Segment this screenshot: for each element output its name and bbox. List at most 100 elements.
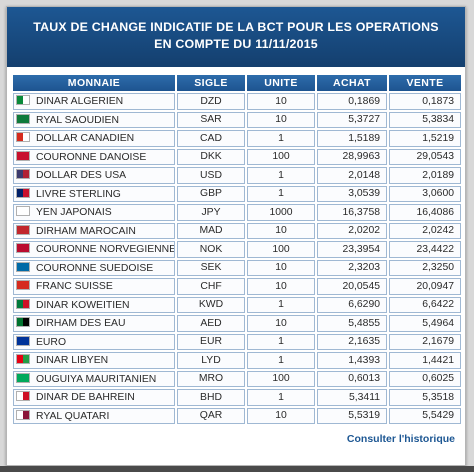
table-row: DINAR ALGERIEN DZD 10 0,1869 0,1873 <box>13 93 461 110</box>
switzerland-flag-icon <box>16 280 30 291</box>
table-header-row: MONNAIE SIGLE UNITE ACHAT VENTE <box>13 75 461 91</box>
history-link[interactable]: Consulter l'historique <box>346 433 455 445</box>
morocco-flag-icon <box>16 224 30 235</box>
buy-rate: 1,4393 <box>317 352 387 369</box>
buy-rate: 0,6013 <box>317 370 387 387</box>
table-row: EURO EUR 1 2,1635 2,1679 <box>13 333 461 350</box>
buy-rate: 28,9963 <box>317 148 387 165</box>
currency-name: DOLLAR CANADIEN <box>36 133 135 145</box>
currency-code: SEK <box>177 259 245 276</box>
currency-name: COURONNE DANOISE <box>36 151 147 163</box>
currency-name: DINAR KOWEITIEN <box>36 299 130 311</box>
currency-name: LIVRE STERLING <box>36 188 121 200</box>
buy-rate: 5,4855 <box>317 315 387 332</box>
buy-rate: 2,1635 <box>317 333 387 350</box>
currency-cell: YEN JAPONAIS <box>13 204 175 221</box>
currency-code: MRO <box>177 370 245 387</box>
currency-cell: LIVRE STERLING <box>13 185 175 202</box>
unit-value: 1 <box>247 130 315 147</box>
qatar-flag-icon <box>16 409 30 420</box>
uk-flag-icon <box>16 187 30 198</box>
currency-name: RYAL SAOUDIEN <box>36 114 119 126</box>
currency-name: COURONNE NORVEGIENNE <box>36 244 175 256</box>
sell-rate: 2,3250 <box>389 259 461 276</box>
currency-name: DIRHAM MAROCAIN <box>36 225 136 237</box>
background-strip <box>0 466 474 472</box>
sell-rate: 1,5219 <box>389 130 461 147</box>
buy-rate: 5,5319 <box>317 407 387 424</box>
usa-flag-icon <box>16 169 30 180</box>
table-body: DINAR ALGERIEN DZD 10 0,1869 0,1873 RYAL SAOU… <box>13 93 461 424</box>
currency-cell: EURO <box>13 333 175 350</box>
table-row: DIRHAM DES EAU AED 10 5,4855 5,4964 <box>13 315 461 332</box>
currency-name: DIRHAM DES EAU <box>36 318 126 330</box>
buy-rate: 0,1869 <box>317 93 387 110</box>
buy-rate: 2,3203 <box>317 259 387 276</box>
column-header-currency: MONNAIE <box>13 75 175 91</box>
buy-rate: 2,0202 <box>317 222 387 239</box>
currency-name: COURONNE SUEDOISE <box>36 262 154 274</box>
header-title-line1: TAUX DE CHANGE INDICATIF DE LA BCT POUR … <box>33 20 439 34</box>
buy-rate: 1,5189 <box>317 130 387 147</box>
sell-rate: 20,0947 <box>389 278 461 295</box>
table-row: DOLLAR DES USA USD 1 2,0148 2,0189 <box>13 167 461 184</box>
unit-value: 10 <box>247 93 315 110</box>
currency-code: MAD <box>177 222 245 239</box>
norway-flag-icon <box>16 243 30 254</box>
unit-value: 100 <box>247 148 315 165</box>
currency-code: USD <box>177 167 245 184</box>
currency-cell: COURONNE SUEDOISE <box>13 259 175 276</box>
table-row: COURONNE NORVEGIENNE NOK 100 23,3954 23,4422 <box>13 241 461 258</box>
sell-rate: 0,6025 <box>389 370 461 387</box>
header-title-line2: EN COMPTE DU 11/11/2015 <box>154 37 318 51</box>
sell-rate: 2,0189 <box>389 167 461 184</box>
table-row: FRANC SUISSE CHF 10 20,0545 20,0947 <box>13 278 461 295</box>
unit-value: 10 <box>247 259 315 276</box>
sell-rate: 2,0242 <box>389 222 461 239</box>
currency-name: FRANC SUISSE <box>36 281 113 293</box>
unit-value: 1 <box>247 333 315 350</box>
currency-name: YEN JAPONAIS <box>36 207 112 219</box>
currency-name: DINAR ALGERIEN <box>36 96 124 108</box>
sell-rate: 5,3518 <box>389 389 461 406</box>
sweden-flag-icon <box>16 261 30 272</box>
column-header-unit: UNITE <box>247 75 315 91</box>
unit-value: 1 <box>247 185 315 202</box>
table-row: OUGUIYA MAURITANIEN MRO 100 0,6013 0,6025 <box>13 370 461 387</box>
currency-code: JPY <box>177 204 245 221</box>
table-row: DINAR LIBYEN LYD 1 1,4393 1,4421 <box>13 352 461 369</box>
sell-rate: 6,6422 <box>389 296 461 313</box>
sell-rate: 3,0600 <box>389 185 461 202</box>
sell-rate: 2,1679 <box>389 333 461 350</box>
unit-value: 100 <box>247 370 315 387</box>
currency-code: DZD <box>177 93 245 110</box>
exchange-rate-panel: TAUX DE CHANGE INDICATIF DE LA BCT POUR … <box>6 6 466 466</box>
table-row: RYAL SAOUDIEN SAR 10 5,3727 5,3834 <box>13 111 461 128</box>
currency-code: GBP <box>177 185 245 202</box>
currency-code: CHF <box>177 278 245 295</box>
sell-rate: 1,4421 <box>389 352 461 369</box>
table-row: LIVRE STERLING GBP 1 3,0539 3,0600 <box>13 185 461 202</box>
panel-header: TAUX DE CHANGE INDICATIF DE LA BCT POUR … <box>7 7 465 67</box>
mauritania-flag-icon <box>16 372 30 383</box>
unit-value: 1 <box>247 352 315 369</box>
unit-value: 1 <box>247 296 315 313</box>
currency-cell: DIRHAM MAROCAIN <box>13 222 175 239</box>
table-row: DIRHAM MAROCAIN MAD 10 2,0202 2,0242 <box>13 222 461 239</box>
currency-code: CAD <box>177 130 245 147</box>
column-header-buy: ACHAT <box>317 75 387 91</box>
currency-cell: RYAL QUATARI <box>13 407 175 424</box>
unit-value: 10 <box>247 222 315 239</box>
currency-cell: DINAR DE BAHREIN <box>13 389 175 406</box>
currency-cell: COURONNE NORVEGIENNE <box>13 241 175 258</box>
unit-value: 10 <box>247 315 315 332</box>
libya-flag-icon <box>16 354 30 365</box>
currency-cell: COURONNE DANOISE <box>13 148 175 165</box>
currency-code: LYD <box>177 352 245 369</box>
bahrain-flag-icon <box>16 391 30 402</box>
table-row: COURONNE DANOISE DKK 100 28,9963 29,0543 <box>13 148 461 165</box>
column-header-sell: VENTE <box>389 75 461 91</box>
currency-cell: DOLLAR DES USA <box>13 167 175 184</box>
sell-rate: 16,4086 <box>389 204 461 221</box>
currency-name: DOLLAR DES USA <box>36 170 127 182</box>
